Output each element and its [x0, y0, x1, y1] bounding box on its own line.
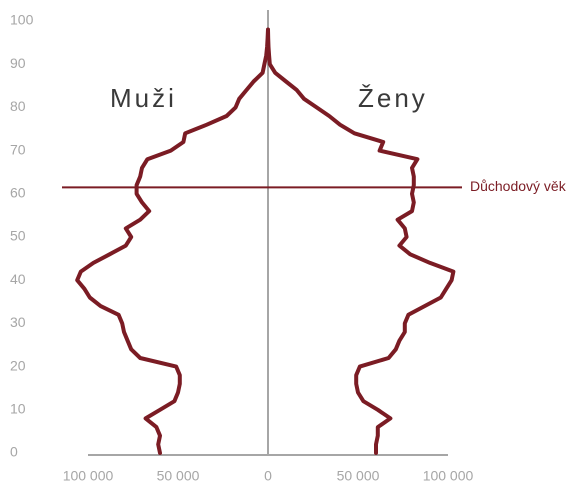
x-tick-label: 100 000 — [63, 468, 114, 484]
y-tick-label: 60 — [10, 185, 26, 201]
y-tick-label: 40 — [10, 271, 26, 287]
series-label: Ženy — [358, 83, 428, 113]
y-tick-label: 100 — [10, 12, 34, 28]
y-tick-label: 90 — [10, 55, 26, 71]
x-tick-label: 50 000 — [337, 468, 380, 484]
y-tick-label: 20 — [10, 357, 26, 373]
y-tick-label: 0 — [10, 444, 18, 460]
y-tick-label: 70 — [10, 141, 26, 157]
population-line — [266, 27, 456, 455]
y-tick-label: 30 — [10, 314, 26, 330]
series-label: Muži — [110, 83, 177, 113]
reference-label: Důchodový věk — [470, 178, 567, 194]
y-tick-label: 10 — [10, 401, 26, 417]
x-tick-label: 0 — [264, 468, 272, 484]
population-line — [75, 27, 270, 455]
x-tick-label: 50 000 — [157, 468, 200, 484]
y-tick-label: 50 — [10, 228, 26, 244]
x-tick-label: 100 000 — [423, 468, 474, 484]
y-tick-label: 80 — [10, 98, 26, 114]
